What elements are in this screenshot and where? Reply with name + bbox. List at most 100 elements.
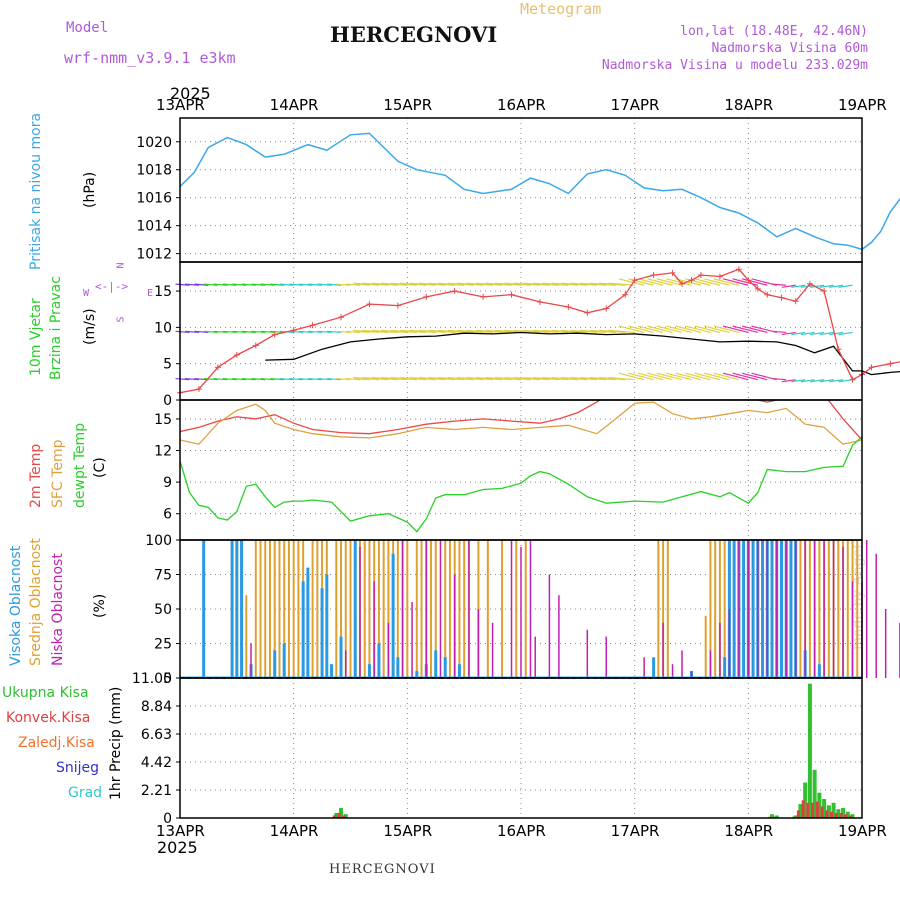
- wind-arrow: [732, 325, 758, 334]
- wind-arrow: [222, 283, 237, 286]
- precip-convective-bar: [820, 806, 824, 818]
- precip-total-bar: [793, 815, 798, 818]
- wind-arrow: [447, 282, 474, 286]
- year-bottom: 2025: [157, 838, 198, 857]
- time-label-bottom: 15APR: [383, 822, 433, 840]
- wind-arrow: [485, 329, 512, 334]
- wind-arrow: [495, 376, 522, 381]
- wind-arrow: [532, 376, 559, 381]
- wind-arrow: [599, 329, 626, 334]
- wind-arrow: [532, 329, 559, 334]
- wind-arrow: [336, 377, 351, 381]
- wind-arrow: [251, 283, 266, 286]
- wind-arrow: [184, 330, 199, 334]
- precip-total-bar: [826, 805, 831, 818]
- wind-arrow: [608, 282, 635, 286]
- altitude: Nadmorska Visina 60m: [711, 41, 868, 56]
- wind-compass: W E N S <-|->: [83, 262, 153, 322]
- time-label-top: 13APR: [156, 96, 205, 114]
- wind-arrow: [694, 278, 721, 286]
- wind-arrow: [298, 283, 313, 286]
- page-title: HERCEGNOVI: [330, 22, 498, 47]
- wind-arrow: [570, 376, 597, 381]
- wind-arrow: [438, 282, 465, 286]
- wind-arrow: [741, 372, 768, 381]
- wind-arrow: [713, 278, 740, 286]
- wind-arrow: [390, 282, 417, 286]
- precip-convective-bar: [796, 810, 800, 818]
- y-tick-label: 1020: [136, 135, 172, 151]
- wind-arrow: [523, 329, 550, 334]
- legend-convective: Konvek.Kisa: [6, 710, 91, 726]
- wind-arrow: [466, 329, 493, 334]
- wind-arrow: [551, 329, 578, 334]
- wind-arrow: [781, 284, 796, 288]
- wind-arrow: [838, 331, 853, 336]
- wind-arrow: [542, 282, 569, 286]
- wind-arrow: [184, 283, 199, 286]
- wind-arrow: [203, 377, 218, 381]
- wind-arrow: [800, 379, 815, 383]
- wind-arrow: [175, 283, 190, 286]
- legend-hail: Grad: [68, 785, 103, 801]
- wind-arrow: [589, 282, 616, 286]
- wind-arrow: [194, 377, 209, 381]
- wind-arrow: [485, 282, 512, 286]
- compass-west: W: [83, 288, 90, 299]
- y-tick-label: 100: [145, 533, 172, 549]
- wind-arrow: [327, 283, 342, 286]
- wind-arrow: [580, 329, 607, 334]
- wind-arrow: [336, 283, 351, 286]
- wind-arrow: [713, 325, 740, 334]
- y-tick-label: 4.42: [141, 755, 172, 771]
- wind-arrow: [628, 325, 654, 334]
- precip-total-bar: [798, 804, 803, 818]
- wind-arrow: [345, 377, 361, 381]
- wind-arrow: [352, 376, 379, 381]
- precip-total-bar: [774, 815, 779, 818]
- wind-arrow: [656, 372, 683, 381]
- legend-freezing: Zaledj.Kisa: [18, 735, 95, 751]
- y-tick-label: 1012: [136, 247, 172, 263]
- wind-arrow: [419, 376, 446, 381]
- wind-arrow: [400, 282, 427, 286]
- y-tick-label: 75: [154, 568, 172, 584]
- precip-total-bar: [831, 802, 836, 818]
- wind-arrow: [819, 331, 834, 336]
- precip-total-bar: [817, 792, 822, 818]
- wind-arrow: [523, 282, 550, 286]
- wind-arrow: [532, 282, 559, 286]
- wind-arrow: [428, 282, 455, 286]
- wind-arrow: [819, 284, 834, 288]
- wind-arrow: [260, 377, 275, 381]
- wind-arrow: [457, 376, 484, 381]
- wind-arrow: [308, 377, 323, 381]
- wind-arrow: [317, 330, 332, 334]
- y-tick-label: 0: [163, 393, 172, 409]
- wind-arrow: [466, 282, 493, 286]
- wind-arrow: [381, 376, 408, 381]
- panel-frame: [179, 677, 863, 819]
- time-label-bottom: 13APR: [156, 822, 205, 840]
- wind-arrow: [241, 330, 256, 334]
- precip-convective-bar: [839, 812, 843, 818]
- wind-arrow: [213, 330, 228, 334]
- chart-subtitle: Meteogram: [520, 0, 602, 18]
- wind-arrow: [289, 377, 304, 381]
- precip-convective-bar: [834, 812, 838, 818]
- wind-arrow: [513, 376, 540, 381]
- wind-arrow: [476, 376, 503, 381]
- wind-arrow: [741, 325, 768, 334]
- wind-arrow: [637, 278, 664, 286]
- time-label-top: 14APR: [269, 96, 319, 114]
- wind-arrow: [466, 376, 493, 381]
- wind-arrow: [504, 282, 531, 286]
- wind-arrow: [637, 372, 664, 381]
- compass-east: E: [147, 288, 154, 299]
- wind-arrow: [251, 330, 266, 334]
- wind-arrow: [647, 325, 673, 334]
- precip-convective-bar: [342, 815, 346, 818]
- wind-arrow: [810, 379, 825, 383]
- wind-arrow: [457, 282, 484, 286]
- wind-arrow: [819, 379, 834, 383]
